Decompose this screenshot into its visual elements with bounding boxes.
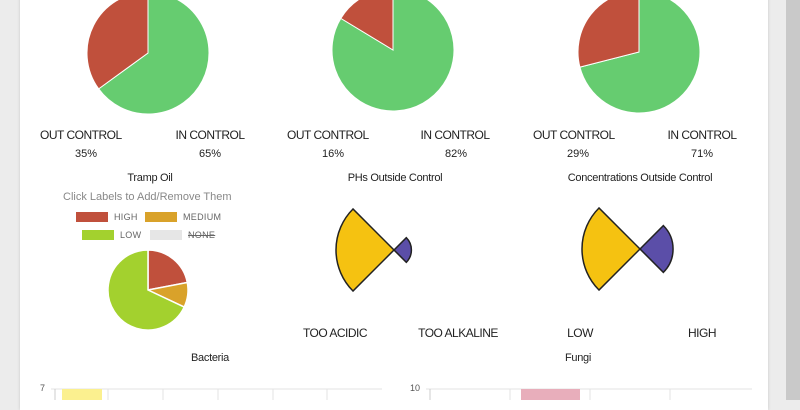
ph-low-sector <box>335 207 396 293</box>
legend-label-medium: MEDIUM <box>183 212 222 222</box>
tramp-oil-slice-low <box>107 249 186 331</box>
tramp-oil-slice-high <box>147 249 189 291</box>
ph-label-alkaline[interactable]: TOO ALKALINE <box>418 326 498 340</box>
legend-label-high: HIGH <box>114 212 138 222</box>
conc-label-low[interactable]: LOW <box>567 326 593 340</box>
pie3-in-label[interactable]: IN CONTROL <box>667 128 737 142</box>
pie3-out-label[interactable]: OUT CONTROL <box>533 128 615 142</box>
legend-medium[interactable]: MEDIUM <box>145 212 221 222</box>
scrollbar[interactable] <box>786 0 800 400</box>
bacteria-title: Bacteria <box>191 352 229 364</box>
pie1-in-pct: 65% <box>198 148 222 160</box>
pie2-out-pct: 16% <box>321 148 345 160</box>
ph-high-sector <box>392 236 413 264</box>
charts-canvas <box>51 0 752 400</box>
pie1-out-pct: 35% <box>74 148 98 160</box>
concentrations-title: Concentrations Outside Control <box>567 172 713 184</box>
pie2-out-label[interactable]: OUT CONTROL <box>287 128 369 142</box>
fungi-bar <box>521 389 580 400</box>
pie-slice-in-control <box>331 0 455 112</box>
pie-slice-out-control <box>340 0 394 51</box>
tramp-oil-title: Tramp Oil <box>127 172 173 184</box>
legend-swatch-none <box>150 230 182 240</box>
concentrations-high-sector <box>638 224 674 274</box>
pie3-out-pct: 29% <box>566 148 590 160</box>
fungi-title: Fungi <box>564 352 592 364</box>
tramp-oil-hint: Click Labels to Add/Remove Them <box>63 191 232 203</box>
pie-slice-out-control <box>86 0 149 90</box>
bacteria-bar <box>62 389 102 400</box>
fungi-y-max: 10 <box>410 383 421 393</box>
pie1-out-label[interactable]: OUT CONTROL <box>40 128 122 142</box>
pie-slice-in-control <box>97 0 210 115</box>
pie-slice-in-control <box>579 0 701 114</box>
pie2-in-label[interactable]: IN CONTROL <box>420 128 490 142</box>
bacteria-y-max: 7 <box>40 383 46 393</box>
legend-swatch-medium <box>145 212 177 222</box>
conc-label-high[interactable]: HIGH <box>688 326 717 340</box>
legend-low[interactable]: LOW <box>82 230 141 240</box>
pie-slice-out-control <box>577 0 640 68</box>
pie3-in-pct: 71% <box>690 148 714 160</box>
ph-label-acidic[interactable]: TOO ACIDIC <box>302 326 368 340</box>
legend-high[interactable]: HIGH <box>76 212 138 222</box>
pie1-in-label[interactable]: IN CONTROL <box>175 128 245 142</box>
concentrations-low-sector <box>581 206 642 292</box>
ph-title: PHs Outside Control <box>347 172 443 184</box>
legend-label-none: NONE <box>188 230 216 240</box>
legend-label-low: LOW <box>120 230 142 240</box>
legend-swatch-high <box>76 212 108 222</box>
pie2-in-pct: 82% <box>444 148 468 160</box>
legend-swatch-low <box>82 230 114 240</box>
legend-none[interactable]: NONE <box>150 230 215 240</box>
